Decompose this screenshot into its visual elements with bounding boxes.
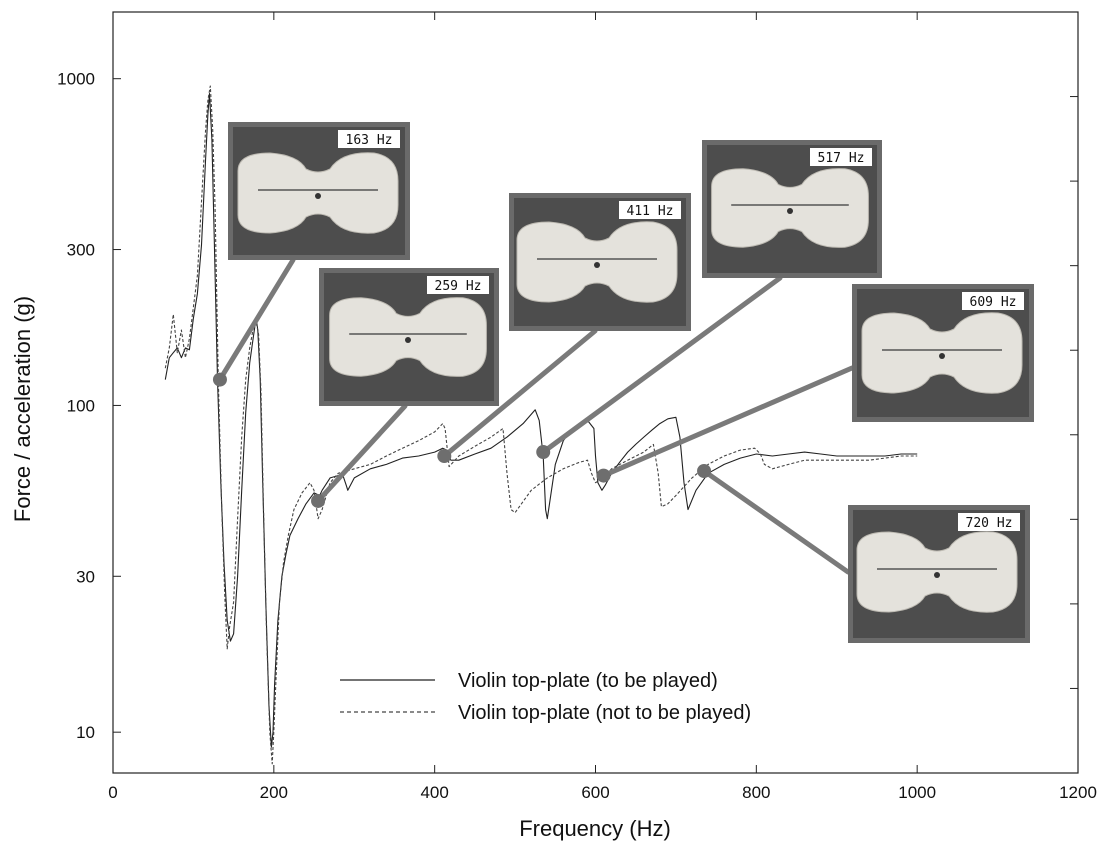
plate-dot <box>934 572 940 578</box>
photo-label: 609 Hz <box>970 295 1017 310</box>
annotation-marker <box>596 468 611 483</box>
x-tick-label: 0 <box>108 783 117 802</box>
annotation-marker <box>212 372 227 387</box>
annotation-marker <box>697 463 712 478</box>
photo-label: 259 Hz <box>435 279 482 294</box>
photo-label-box <box>427 276 489 294</box>
legend-label-solid: Violin top-plate (to be played) <box>458 670 718 692</box>
mode-photo: 411 Hz <box>509 193 691 331</box>
annotation-marker <box>536 445 551 460</box>
photo-label-box <box>810 148 872 166</box>
photo-label: 720 Hz <box>966 516 1013 531</box>
x-tick-label: 1000 <box>898 783 936 802</box>
connector-line <box>315 403 408 504</box>
photo-label: 411 Hz <box>627 204 674 219</box>
connector-line <box>217 257 296 383</box>
y-axis-title: Force / acceleration (g) <box>10 296 35 522</box>
photo-label-box <box>958 513 1020 531</box>
connector-line <box>601 365 855 479</box>
y-tick-label: 300 <box>67 241 95 260</box>
photo-label-box <box>619 201 681 219</box>
axis-layer: 0 200 400 600 800 1000 1200 10 30 100 300 1000 <box>57 12 1097 802</box>
photo-label: 517 Hz <box>818 151 865 166</box>
photo-label-box <box>338 130 400 148</box>
plate-dot <box>939 353 945 359</box>
y-tick-label: 10 <box>76 723 95 742</box>
y-tick-label: 100 <box>67 396 95 415</box>
plate-dot <box>405 337 411 343</box>
photo-label-box <box>962 292 1024 310</box>
mode-photo: 720 Hz <box>848 505 1030 643</box>
x-tick-label: 600 <box>581 783 609 802</box>
mode-photo: 163 Hz <box>228 122 410 260</box>
series-layer <box>164 85 918 765</box>
annotation-marker <box>437 449 452 464</box>
mode-photo: 517 Hz <box>702 140 882 278</box>
mode-photo: 259 Hz <box>319 268 499 406</box>
legend: Violin top-plate (to be played) Violin t… <box>340 670 751 724</box>
connector-line <box>540 275 783 455</box>
x-axis-title: Frequency (Hz) <box>519 816 671 841</box>
y-tick-label: 1000 <box>57 70 95 89</box>
series-line-to-be-played <box>164 93 918 748</box>
annotation-marker <box>311 493 326 508</box>
connector-line <box>701 468 851 575</box>
photo-label: 163 Hz <box>346 133 393 148</box>
x-tick-label: 1200 <box>1059 783 1097 802</box>
x-tick-label: 200 <box>260 783 288 802</box>
photo-layer: 163 Hz 259 Hz 411 Hz 517 Hz 609 Hz 720 Hz <box>228 122 1034 643</box>
legend-label-dashed: Violin top-plate (not to be played) <box>458 702 751 724</box>
plate-dot <box>315 193 321 199</box>
connector-line <box>441 328 598 459</box>
mode-photo: 609 Hz <box>852 284 1034 422</box>
y-tick-label: 30 <box>76 567 95 586</box>
x-tick-label: 400 <box>420 783 448 802</box>
connector-layer <box>212 257 855 575</box>
plate-dot <box>787 208 793 214</box>
x-tick-label: 800 <box>742 783 770 802</box>
plate-dot <box>594 262 600 268</box>
